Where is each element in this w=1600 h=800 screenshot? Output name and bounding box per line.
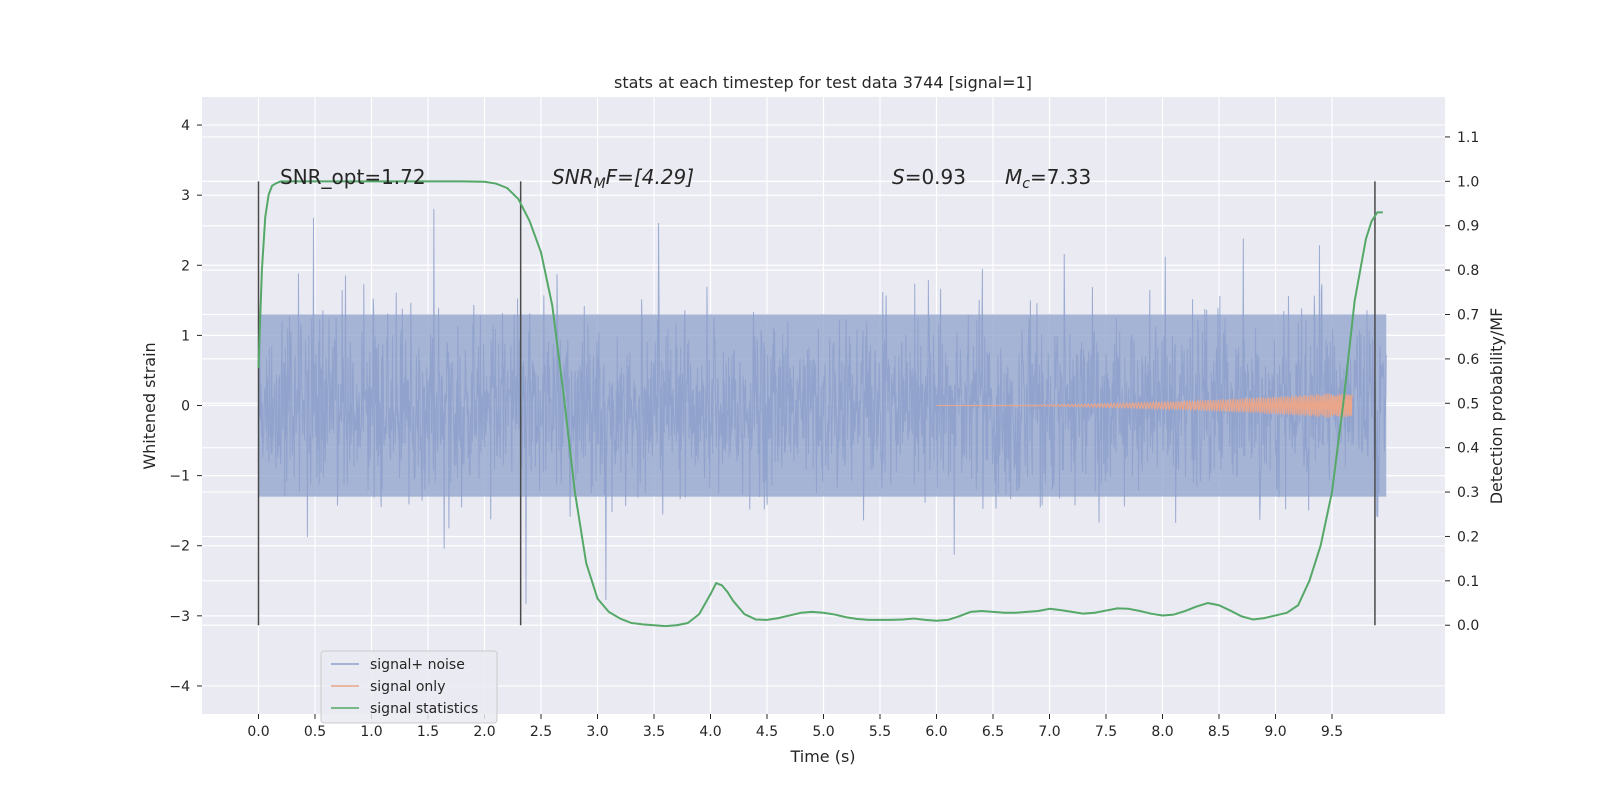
- y2-axis-title: Detection probability/MF: [1487, 308, 1506, 505]
- y2-tick-label: 0.5: [1457, 396, 1479, 412]
- x-tick-label: 3.5: [643, 724, 665, 740]
- y2-tick-label: 0.2: [1457, 529, 1479, 545]
- y2-tick-label: 0.4: [1457, 441, 1479, 457]
- annotation-snr-mf-rest: F=[4.29]: [606, 165, 694, 189]
- y2-tick-label: 0.8: [1457, 263, 1479, 279]
- y2-tick-label: 0.6: [1457, 352, 1479, 368]
- x-tick-label: 7.0: [1038, 724, 1060, 740]
- annotation-mc-sub: c: [1022, 176, 1030, 192]
- y-tick-label: 4: [181, 118, 190, 134]
- y2-tick-label: 0.0: [1457, 618, 1479, 634]
- x-tick-label: 8.0: [1151, 724, 1173, 740]
- x-tick-label: 9.5: [1321, 724, 1343, 740]
- x-axis-ticks: 0.0 0.5 1.0 1.5 2.0 2.5 3.0 3.5 4.0 4.5 5.0 5.5 6.0 6…: [247, 714, 1343, 740]
- legend-label-signal-noise: signal+ noise: [370, 657, 465, 673]
- x-tick-label: 9.0: [1264, 724, 1286, 740]
- y2-tick-label: 0.9: [1457, 219, 1479, 235]
- x-tick-label: 2.0: [473, 724, 495, 740]
- y-axis-ticks: 4 3 2 1 0 −1 −2 −3 −4: [169, 118, 202, 695]
- annotation-s-value: =0.93: [905, 165, 966, 189]
- x-tick-label: 0.0: [247, 724, 269, 740]
- chirp-trace: [936, 393, 1353, 418]
- noise-trace: [258, 208, 1387, 604]
- y2-tick-label: 1.0: [1457, 174, 1479, 190]
- series-signal-only: [936, 393, 1353, 418]
- x-tick-label: 0.5: [304, 724, 326, 740]
- chart-title: stats at each timestep for test data 374…: [614, 73, 1032, 92]
- x-tick-label: 2.5: [530, 724, 552, 740]
- x-tick-label: 6.5: [982, 724, 1004, 740]
- x-tick-label: 8.5: [1208, 724, 1230, 740]
- annotation-snr-mf-sub: M: [594, 176, 606, 192]
- legend-label-signal-statistics: signal statistics: [370, 701, 478, 717]
- y-tick-label: −2: [169, 539, 190, 555]
- x-tick-label: 3.0: [586, 724, 608, 740]
- y-tick-label: −3: [169, 609, 190, 625]
- x-tick-label: 5.5: [869, 724, 891, 740]
- x-tick-label: 5.0: [812, 724, 834, 740]
- y-tick-label: −4: [169, 679, 190, 695]
- annotation-snr-opt: SNR_opt=1.72: [280, 165, 426, 189]
- x-tick-label: 1.5: [417, 724, 439, 740]
- x-axis-title: Time (s): [789, 747, 855, 766]
- statistics-line: [257, 180, 1383, 628]
- y-tick-label: −1: [169, 469, 190, 485]
- x-tick-label: 7.5: [1095, 724, 1117, 740]
- y2-tick-label: 1.1: [1457, 130, 1479, 146]
- series-signal-statistics: [257, 180, 1383, 628]
- x-tick-label: 1.0: [360, 724, 382, 740]
- annotation-mc-label: M: [1005, 165, 1022, 189]
- y-axis-title: Whitened strain: [140, 342, 159, 469]
- annotation-snr-mf: SNRMF=[4.29]: [552, 165, 694, 192]
- vertical-markers: [257, 181, 1376, 626]
- annotation-s: S=0.93: [892, 165, 966, 189]
- legend: signal+ noise signal only signal statist…: [320, 650, 498, 724]
- y2-tick-label: 0.1: [1457, 574, 1479, 590]
- y-tick-label: 2: [181, 258, 190, 274]
- x-tick-label: 4.5: [756, 724, 778, 740]
- y2-tick-label: 0.3: [1457, 485, 1479, 501]
- annotation-s-label: S: [892, 165, 905, 189]
- y-tick-label: 3: [181, 188, 190, 204]
- annotation-snr-mf-base: SNR: [552, 165, 594, 189]
- legend-label-signal-only: signal only: [370, 679, 445, 695]
- y2-tick-label: 0.7: [1457, 308, 1479, 324]
- x-tick-label: 6.0: [925, 724, 947, 740]
- annotation-mc: Mc=7.33: [1005, 165, 1091, 192]
- y2-axis-ticks: 1.1 1.0 0.9 0.8 0.7 0.6 0.5 0.4 0.3 0.2 0.1 0.0: [1445, 130, 1479, 634]
- y-tick-label: 1: [181, 328, 190, 344]
- y-tick-label: 0: [181, 399, 190, 415]
- legend-box: [320, 650, 498, 724]
- annotation-mc-value: =7.33: [1030, 165, 1091, 189]
- x-tick-label: 4.0: [699, 724, 721, 740]
